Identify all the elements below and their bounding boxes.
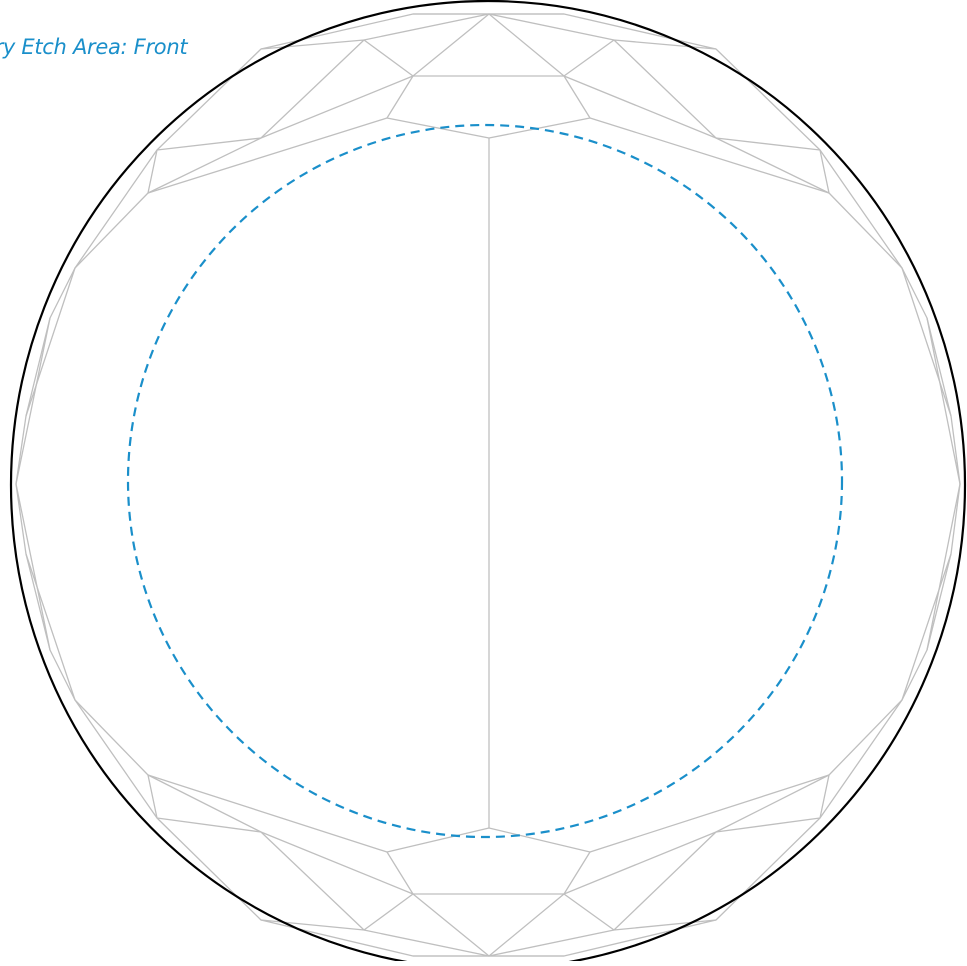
facet-line	[589, 774, 830, 853]
facet-line	[412, 893, 565, 957]
facet-line	[901, 553, 952, 701]
gem-outline	[10, 0, 966, 966]
facet-line	[147, 117, 388, 194]
etch-area-label: ary Etch Area: Front	[0, 35, 188, 59]
facet-line	[715, 817, 821, 833]
facet-line	[715, 137, 830, 194]
facet-line	[25, 553, 76, 701]
etch-area-boundary	[126, 123, 844, 839]
facet-line	[589, 117, 830, 194]
facet-line	[260, 39, 365, 139]
facet-line	[363, 13, 615, 41]
facet-line	[563, 75, 717, 139]
gem-facet-lines	[15, 13, 961, 957]
facet-line	[828, 699, 903, 776]
facet-line	[386, 827, 591, 853]
facet-line	[15, 317, 51, 651]
facet-line	[260, 75, 414, 139]
facet-line	[156, 137, 262, 151]
facet-line	[147, 774, 388, 853]
facet-line	[613, 831, 717, 931]
facet-line	[926, 317, 961, 651]
facet-line	[147, 774, 262, 833]
facet-girdle-polygon	[15, 13, 961, 957]
facet-line	[74, 699, 149, 776]
facet-line	[260, 831, 365, 931]
facet-line	[715, 774, 830, 833]
facet-line	[147, 137, 262, 194]
facet-line	[74, 192, 149, 269]
facet-line	[156, 817, 262, 833]
facet-line	[386, 117, 591, 139]
facet-line	[412, 13, 565, 77]
facet-line	[260, 831, 414, 895]
facet-line	[363, 929, 615, 957]
facet-line	[715, 137, 821, 151]
facet-line	[828, 192, 903, 269]
facet-line	[563, 831, 717, 895]
facet-line	[613, 39, 717, 139]
